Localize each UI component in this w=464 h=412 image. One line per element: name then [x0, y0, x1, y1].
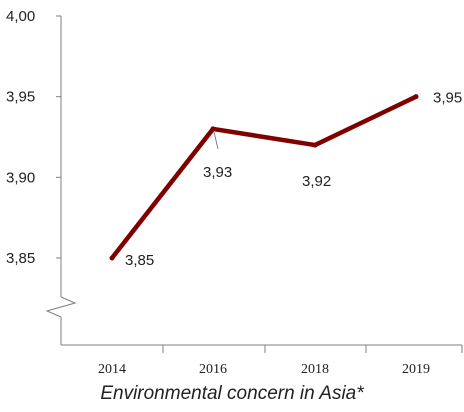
y-tick-label-3: 4,00 [6, 8, 35, 25]
data-label-2014: 3,85 [125, 252, 154, 269]
data-point-2014 [109, 255, 115, 261]
x-tick-label-2018: 2018 [301, 362, 329, 377]
chart-title: Environmental concern in Asia* [100, 383, 364, 404]
y-tick-label-0: 3,85 [6, 250, 35, 267]
data-label-2018: 3,92 [302, 173, 331, 190]
x-tick-label-2014: 2014 [98, 362, 126, 377]
x-tick-label-2016: 2016 [199, 362, 227, 377]
y-tick-label-2: 3,95 [6, 89, 35, 106]
y-tick-label-1: 3,90 [6, 169, 35, 186]
data-point-2018 [312, 142, 318, 148]
x-tick-label-2019: 2019 [402, 362, 430, 377]
axis-break-icon [45, 296, 77, 318]
data-label-2016: 3,93 [203, 164, 232, 181]
data-point-2019 [413, 94, 419, 100]
data-point-2016 [210, 126, 216, 132]
data-label-2019: 3,95 [433, 90, 462, 107]
series-line [109, 94, 419, 261]
label-leader-line [213, 131, 219, 150]
